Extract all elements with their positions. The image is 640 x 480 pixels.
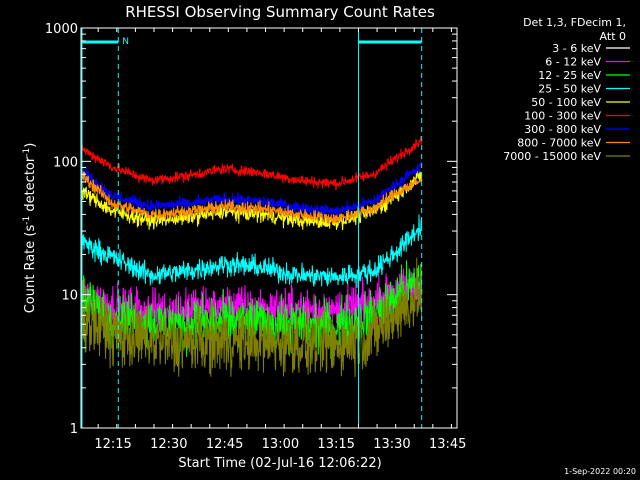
series-layer bbox=[80, 136, 423, 429]
x-axis: 12:15 12:30 12:45 13:00 13:15 13:30 13:45 bbox=[94, 28, 466, 452]
series-line-8 bbox=[80, 171, 423, 225]
x-tick-label: 12:45 bbox=[206, 437, 243, 452]
series-line-6 bbox=[80, 136, 423, 191]
legend-header-line1: Det 1,3, FDecim 1, bbox=[523, 16, 626, 29]
y-tick-label: 100 bbox=[53, 155, 78, 170]
legend-label-1: 3 - 6 keV bbox=[552, 42, 601, 55]
series-line-1 bbox=[80, 250, 423, 429]
legend-label-6: 100 - 300 keV bbox=[524, 110, 601, 123]
y-axis-label-sup1: -1 bbox=[22, 216, 32, 225]
series-line-9 bbox=[80, 257, 423, 378]
y-axis-label-end: ) bbox=[23, 143, 38, 148]
night-label: N bbox=[122, 37, 129, 47]
x-tick-label: 13:45 bbox=[429, 437, 466, 452]
x-tick-label: 13:15 bbox=[317, 437, 354, 452]
x-tick-label: 13:30 bbox=[373, 437, 410, 452]
y-axis-label: Count Rate (s-1 detector-1) bbox=[22, 143, 38, 314]
plot-frame bbox=[80, 27, 458, 429]
annotation-layer: N bbox=[81, 28, 423, 428]
chart-title: RHESSI Observing Summary Count Rates bbox=[125, 3, 435, 21]
y-axis-label-sup2: -1 bbox=[22, 148, 32, 157]
legend-label-4: 25 - 50 keV bbox=[538, 83, 601, 96]
generation-timestamp: 1-Sep-2022 00:20 bbox=[564, 467, 636, 476]
x-tick-label: 12:15 bbox=[94, 437, 131, 452]
y-axis: 1 10 100 1000 bbox=[45, 22, 457, 437]
legend-header-line2: Att 0 bbox=[600, 30, 626, 43]
legend-label-7: 300 - 800 keV bbox=[524, 123, 601, 136]
legend-label-8: 800 - 7000 keV bbox=[517, 137, 601, 150]
legend-label-9: 7000 - 15000 keV bbox=[503, 150, 601, 163]
legend-label-2: 6 - 12 keV bbox=[545, 56, 601, 69]
series-line-4 bbox=[80, 214, 423, 288]
y-tick-label: 10 bbox=[61, 289, 78, 304]
x-tick-label: 13:00 bbox=[262, 437, 299, 452]
y-axis-label-mid: detector bbox=[23, 156, 38, 216]
x-tick-label: 12:30 bbox=[150, 437, 187, 452]
y-axis-label-main: Count Rate (s bbox=[23, 225, 38, 314]
y-tick-label: 1000 bbox=[45, 22, 78, 37]
legend-label-5: 50 - 100 keV bbox=[531, 96, 601, 109]
legend-label-3: 12 - 25 keV bbox=[538, 69, 601, 82]
y-tick-label: 1 bbox=[70, 422, 78, 437]
x-axis-label: Start Time (02-Jul-16 12:06:22) bbox=[178, 456, 381, 471]
